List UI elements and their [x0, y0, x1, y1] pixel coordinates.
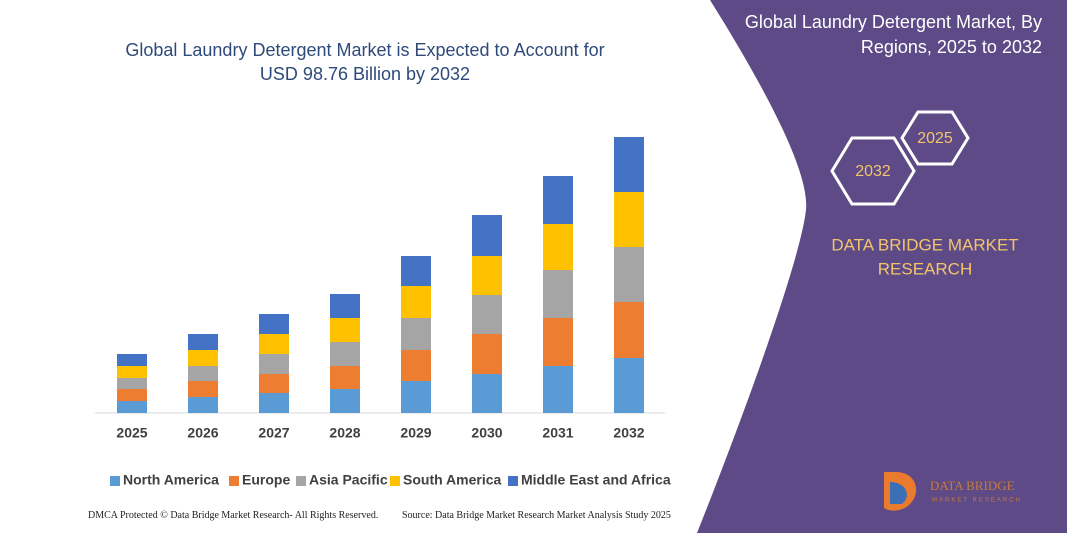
x-tick-label: 2030 [471, 425, 502, 441]
bar-segment [472, 374, 502, 413]
bar-segment [330, 366, 360, 389]
x-tick-label: 2032 [613, 425, 644, 441]
bar-segment [117, 401, 147, 413]
bar-segment [259, 334, 289, 354]
bar-segment [472, 295, 502, 334]
bar-segment [401, 318, 431, 350]
bar-segment [259, 393, 289, 413]
side-panel [697, 0, 1067, 533]
footer-left: DMCA Protected © Data Bridge Market Rese… [88, 510, 379, 521]
bar-segment [543, 270, 573, 318]
footer-right: Source: Data Bridge Market Research Mark… [402, 510, 671, 521]
brand-text: DATA BRIDGE MARKET [831, 235, 1018, 254]
logo-icon [890, 482, 907, 504]
bar-segment [330, 294, 360, 318]
hexagon [900, 110, 970, 166]
bar-segment [543, 176, 573, 224]
bar-segment [117, 378, 147, 389]
legend-swatch [508, 476, 518, 486]
bar-segment [117, 354, 147, 366]
bar-segment [117, 366, 147, 378]
bar-segment [543, 318, 573, 366]
legend-label: Middle East and Africa [521, 472, 671, 488]
bar-segment [188, 381, 218, 397]
legend-label: Asia Pacific [309, 472, 388, 488]
bar-segment [188, 350, 218, 366]
bar-segment [188, 366, 218, 381]
bar-segment [188, 334, 218, 350]
x-tick-label: 2025 [116, 425, 147, 441]
bar-segment [188, 397, 218, 413]
legend-label: Europe [242, 472, 290, 488]
bar-segment [259, 354, 289, 374]
legend-label: South America [403, 472, 501, 488]
bar-segment [330, 342, 360, 366]
bar-segment [330, 389, 360, 413]
legend-swatch [229, 476, 239, 486]
bar-segment [401, 350, 431, 381]
bar-segment [401, 381, 431, 413]
legend-swatch [390, 476, 400, 486]
chart-title: Global Laundry Detergent Market is Expec… [125, 40, 605, 84]
bar-segment [472, 215, 502, 256]
brand-text: RESEARCH [878, 259, 972, 278]
bar-segment [472, 256, 502, 295]
x-tick-label: 2026 [187, 425, 218, 441]
panel-title: Global Laundry Detergent Market, By Regi… [744, 12, 1042, 57]
x-tick-label: 2028 [329, 425, 360, 441]
bar-segment [543, 224, 573, 270]
x-tick-label: 2029 [400, 425, 431, 441]
bar-segment [401, 286, 431, 318]
bar-segment [472, 334, 502, 374]
legend-swatch [296, 476, 306, 486]
legend-label: North America [123, 472, 219, 488]
bar-segment [259, 314, 289, 334]
x-tick-label: 2031 [542, 425, 573, 441]
bar-segment [401, 256, 431, 286]
hexagon-label: 2032 [855, 163, 891, 180]
bar-segment [259, 374, 289, 393]
bar-segment [614, 137, 644, 192]
bar-segment [117, 389, 147, 401]
x-tick-label: 2027 [258, 425, 289, 441]
logo-name: DATA BRIDGE [930, 478, 1015, 493]
hexagon [830, 136, 916, 206]
logo-tagline: MARKET RESEARCH [932, 498, 1022, 504]
bar-segment [614, 358, 644, 413]
legend-swatch [110, 476, 120, 486]
hexagon-label: 2025 [917, 130, 953, 147]
bar-segment [543, 366, 573, 413]
bar-segment [614, 302, 644, 358]
bar-segment [614, 247, 644, 302]
bar-segment [614, 192, 644, 247]
bar-segment [330, 318, 360, 342]
